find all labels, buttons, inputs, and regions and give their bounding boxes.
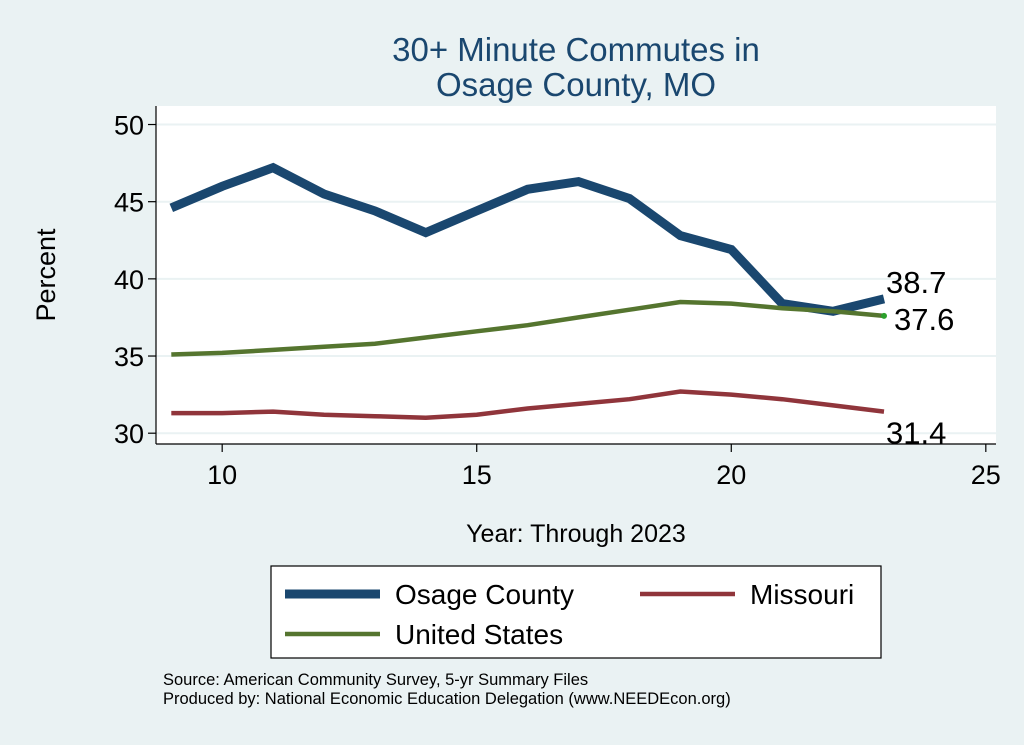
y-axis-title: Percent xyxy=(31,228,61,322)
y-tick-label-40: 40 xyxy=(114,265,144,295)
series-line-osage-county xyxy=(169,162,886,316)
chart-title-line-1: 30+ Minute Commutes in xyxy=(392,31,760,68)
x-axis-title: Year: Through 2023 xyxy=(466,520,686,548)
legend-label-osage-county: Osage County xyxy=(395,579,574,610)
y-tick-label-30: 30 xyxy=(114,419,144,449)
legend-box xyxy=(270,565,882,659)
legend-label-united-states: United States xyxy=(395,619,563,650)
produced-by-note: Produced by: National Economic Education… xyxy=(163,690,731,708)
x-tick-label-25: 25 xyxy=(971,460,1001,490)
series-lines xyxy=(169,162,886,421)
x-tick-label-20: 20 xyxy=(716,460,746,490)
legend: Osage County Missouri United States xyxy=(270,565,882,659)
chart-title-line-2: Osage County, MO xyxy=(436,66,716,103)
x-tick-label-10: 10 xyxy=(207,460,237,490)
legend-label-missouri: Missouri xyxy=(750,579,854,610)
line-chart: 30 35 40 45 50 10 15 20 25 38.7 31.4 37.6 30+ Minu… xyxy=(31,31,1001,659)
end-label-united-states: 37.6 xyxy=(894,302,954,337)
y-tick-label-35: 35 xyxy=(114,342,144,372)
end-label-osage-county: 38.7 xyxy=(886,265,946,300)
grid-lines xyxy=(156,123,996,435)
footer: Source: American Community Survey, 5-yr … xyxy=(163,671,731,709)
axes: 30 35 40 45 50 10 15 20 25 xyxy=(114,106,1001,490)
y-tick-label-45: 45 xyxy=(114,188,144,218)
end-label-missouri: 31.4 xyxy=(886,416,946,451)
series-line-united-states xyxy=(171,299,885,357)
end-marker-united-states xyxy=(881,312,887,319)
source-note: Source: American Community Survey, 5-yr … xyxy=(163,671,589,689)
x-tick-label-15: 15 xyxy=(462,460,492,490)
y-tick-label-50: 50 xyxy=(114,111,144,141)
plot-area xyxy=(156,106,996,444)
series-line-missouri xyxy=(171,389,885,421)
end-labels: 38.7 31.4 37.6 xyxy=(881,265,954,451)
